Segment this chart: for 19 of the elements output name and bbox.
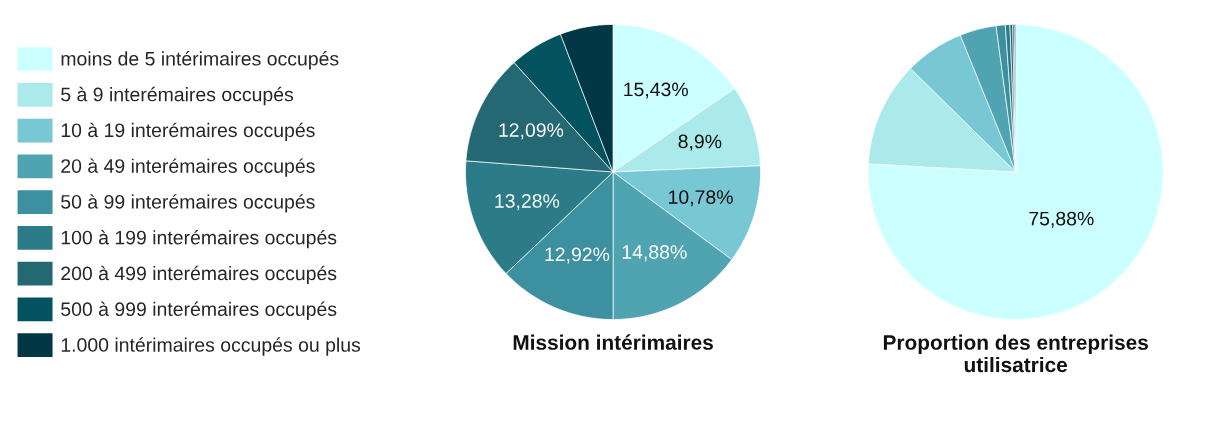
- text: Mission intérimaires: [513, 334, 713, 350]
- data-label: 12,92%: [545, 247, 610, 264]
- legend-label: 50 à 99 interémaires occupés: [61, 194, 315, 213]
- legend-label: 500 à 999 interémaires occupés: [61, 301, 337, 320]
- text: Proportion des entreprises utilisatrice: [883, 334, 1148, 373]
- data-label: 14,88%: [622, 245, 687, 262]
- data-label: 13,28%: [495, 194, 560, 211]
- legend-label: 200 à 499 interémaires occupés: [61, 265, 337, 285]
- legend-label: 10 à 19 interémaires occupés: [61, 122, 315, 141]
- data-label: 12,09%: [499, 123, 564, 140]
- legend-label: 5 à 9 interémaires occupés: [61, 86, 294, 106]
- legend-label: 1.000 intérimaires occupés ou plus: [61, 337, 361, 356]
- legend-label: 20 à 49 interémaires occupés: [61, 158, 315, 177]
- legend-label: moins de 5 intérimaires occupés: [61, 51, 339, 70]
- data-label: 8,9%: [678, 134, 722, 151]
- data-label: 15,43%: [624, 82, 688, 99]
- legend-label: 100 à 199 interémaires occupés: [61, 229, 337, 249]
- data-label: 75,88%: [1029, 211, 1094, 228]
- data-label: 10,78%: [669, 190, 733, 207]
